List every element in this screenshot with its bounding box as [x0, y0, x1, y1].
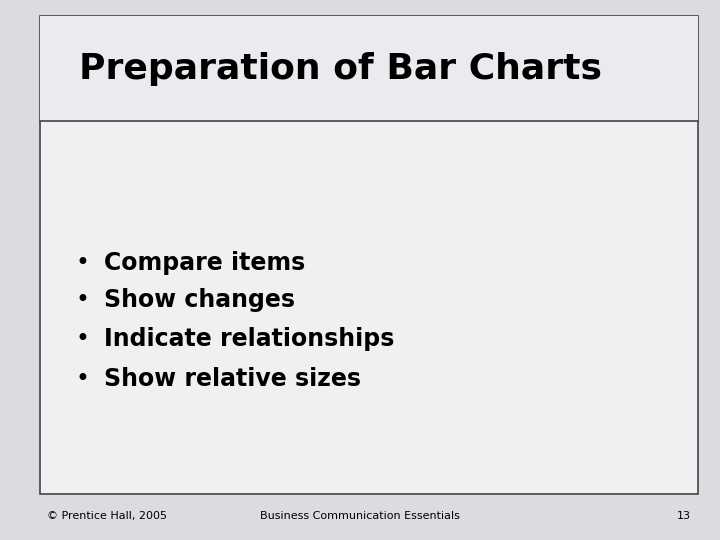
Text: Business Communication Essentials: Business Communication Essentials — [260, 511, 460, 521]
Text: Compare items: Compare items — [104, 251, 306, 275]
Text: Show changes: Show changes — [104, 288, 295, 312]
Text: Preparation of Bar Charts: Preparation of Bar Charts — [79, 52, 602, 86]
Text: •: • — [76, 251, 90, 275]
FancyBboxPatch shape — [40, 16, 698, 122]
Text: •: • — [76, 367, 90, 390]
Text: •: • — [76, 288, 90, 312]
FancyBboxPatch shape — [40, 16, 698, 494]
Text: © Prentice Hall, 2005: © Prentice Hall, 2005 — [47, 511, 167, 521]
Text: 13: 13 — [678, 511, 691, 521]
Text: •: • — [76, 327, 90, 352]
Text: Indicate relationships: Indicate relationships — [104, 327, 395, 352]
Text: Show relative sizes: Show relative sizes — [104, 367, 361, 390]
